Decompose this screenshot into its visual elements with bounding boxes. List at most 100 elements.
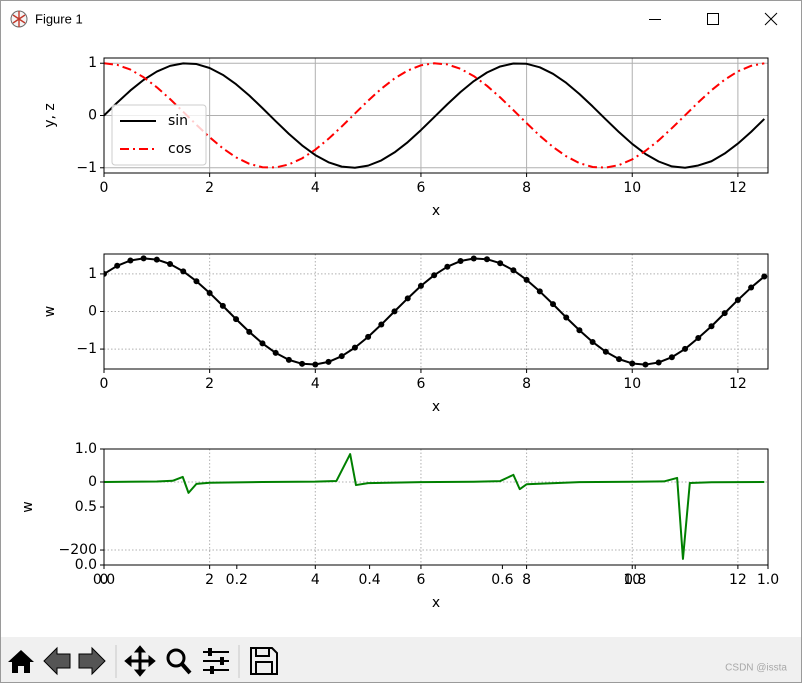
x-tick-label: 0 [100,180,109,196]
x-tick-label: 1.0 [757,572,779,588]
x-tick-label: 12 [729,572,747,588]
point [104,270,107,277]
y-axis-label: w [42,306,58,317]
x-tick-label: 0.2 [226,572,248,588]
x-tick-label: 4 [311,180,320,196]
point [272,349,279,356]
x-tick-label: 0.4 [358,572,380,588]
point [616,356,623,363]
y-axis-label: y, z [42,103,58,128]
y-axis-label: w [20,501,36,512]
point [351,344,358,351]
x-tick-label: 2 [205,572,214,588]
back-button[interactable] [43,646,71,676]
x-tick-label: 4 [311,572,320,588]
x-axis-label: x [432,203,440,219]
legend: sin cos [111,104,207,166]
x-axis-label: x [432,399,440,415]
point [246,328,253,335]
home-button[interactable] [8,650,34,673]
point [576,327,583,334]
x-tick-label: 8 [522,376,531,392]
y-tick-label: 0 [88,304,97,320]
y-tick-label: −1 [76,160,97,176]
series-line [104,62,765,169]
point [734,296,741,303]
point [470,255,477,262]
point [378,321,385,328]
point [563,314,570,321]
y-tick-label: 0.0 [75,557,97,573]
point [642,361,649,368]
point [180,268,187,275]
x-tick-label: 2 [205,180,214,196]
point [299,360,306,367]
close-button[interactable] [764,12,778,26]
y-tick-label: 0.5 [75,499,97,515]
point [589,338,596,345]
x-tick-label: 0 [100,376,109,392]
point [748,284,755,291]
x-tick-label: 6 [416,376,425,392]
axes-frame [103,448,769,566]
series-line [104,62,765,169]
legend-label: sin [168,113,188,129]
point [167,260,174,267]
axes-frame [103,253,769,370]
point [761,273,768,280]
toolbar [1,637,801,682]
configure-button[interactable] [203,648,229,674]
save-button[interactable] [250,647,278,675]
point [695,334,702,341]
point [404,295,411,302]
point [721,310,728,317]
point [668,354,675,361]
y-tick-label: 0 [88,474,97,490]
legend-box [111,104,207,166]
point [708,323,715,330]
point [417,282,424,289]
x-tick-label: 2 [205,376,214,392]
point [536,288,543,295]
axes: 0.0 0.2 0.4 0.6 0.8 1.0 0.0 0.5 1.0 [75,441,779,588]
point [233,316,240,323]
point [523,276,530,283]
point [312,361,319,368]
x-tick-label: 8 [522,572,531,588]
point [285,356,292,363]
point [550,301,557,308]
x-tick-label: 0.8 [624,572,646,588]
forward-button[interactable] [78,646,106,676]
x-tick-label: 10 [623,376,641,392]
point [325,358,332,365]
point [444,263,451,270]
point [365,333,372,340]
y-tick-label: −1 [76,341,97,357]
point [153,256,160,263]
point [259,340,266,347]
point [193,278,200,285]
y-tick-label: 1 [88,55,97,71]
x-tick-label: 8 [522,180,531,196]
app-icon [10,10,28,28]
point [127,257,134,264]
y-tick-label: 0 [88,108,97,124]
watermark: CSDN @issta [725,663,787,674]
point [391,308,398,315]
pan-button[interactable] [124,645,156,677]
y-tick-label: 1.0 [75,441,97,457]
plot-area [104,453,765,560]
x-tick-label: 6 [416,572,425,588]
plot-area [104,62,765,169]
x-tick-label: 0.6 [491,572,513,588]
zoom-button[interactable] [166,648,192,675]
maximize-button[interactable] [707,13,719,25]
window-title: Figure 1 [35,11,83,26]
point [602,348,609,355]
legend-label: cos [168,141,192,157]
point [431,272,438,279]
point [206,289,213,296]
